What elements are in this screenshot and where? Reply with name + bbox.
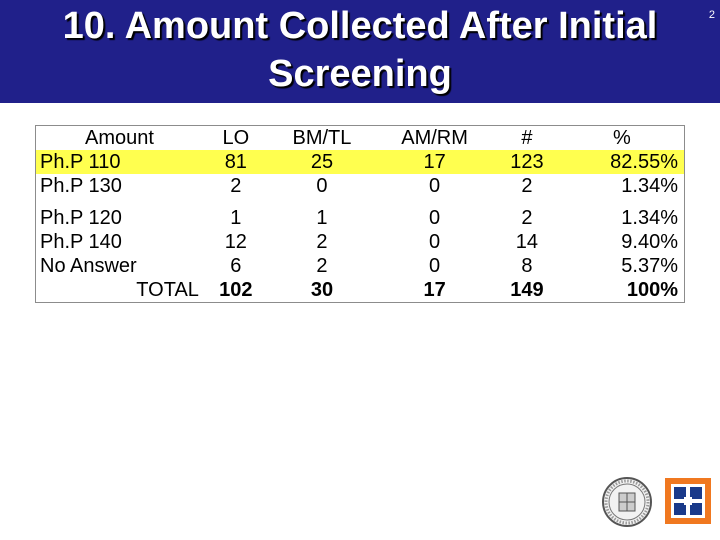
- table-row: No Answer 6 2 0 8 5.37%: [36, 254, 685, 278]
- table-total-row: TOTAL 102 30 17 149 100%: [36, 278, 685, 303]
- organization-logo: [665, 478, 711, 524]
- header-amount: Amount: [84, 127, 154, 149]
- cell-amount: Ph.P 110: [35, 150, 203, 174]
- total-amrm: 17: [423, 279, 446, 301]
- cell-bmtl: 0: [316, 175, 328, 197]
- table-header-row: Amount LO BM/TL AM/RM # %: [36, 126, 685, 151]
- cell-percent: 9.40%: [621, 231, 678, 253]
- cell-bmtl: 1: [316, 207, 328, 229]
- cell-bmtl: 25: [268, 150, 376, 174]
- slide-number: 2: [708, 9, 715, 21]
- total-label: TOTAL: [136, 279, 199, 301]
- cell-lo: 81: [202, 150, 269, 174]
- seal-logo: [602, 477, 652, 527]
- title-bar: [0, 0, 720, 103]
- amount-collected-table: Amount LO BM/TL AM/RM # % Ph.P 110 81 25…: [35, 125, 685, 303]
- header-lo: LO: [222, 127, 250, 149]
- table-row: Ph.P 130 2 0 0 2 1.34%: [36, 174, 685, 198]
- cell-percent: 82.55%: [559, 150, 685, 174]
- cell-amrm: 0: [429, 255, 441, 277]
- total-percent: 100%: [626, 279, 678, 301]
- logos-svg: [602, 477, 711, 527]
- cell-amrm: 0: [429, 207, 441, 229]
- cell-bmtl: 2: [316, 231, 328, 253]
- cell-lo: 6: [230, 255, 242, 277]
- table-row: Ph.P 110 81 25 17 123 82.55%: [35, 150, 685, 174]
- cell-count: 123: [493, 150, 560, 174]
- cell-count: 2: [521, 175, 533, 197]
- total-count: 149: [510, 279, 544, 301]
- header-percent: %: [613, 127, 631, 149]
- cell-lo: 1: [230, 207, 242, 229]
- slide-title-line2: Screening: [268, 53, 452, 95]
- cell-count: 2: [521, 207, 533, 229]
- cell-amrm: 0: [429, 175, 441, 197]
- slide-title-line1: 10. Amount Collected After Initial: [62, 5, 658, 47]
- cell-lo: 12: [224, 231, 247, 253]
- total-lo: 102: [219, 279, 253, 301]
- cell-amrm: 17: [375, 150, 494, 174]
- table-row: Ph.P 140 12 2 0 14 9.40%: [36, 230, 685, 254]
- cell-percent: 5.37%: [621, 255, 678, 277]
- cell-percent: 1.34%: [621, 207, 678, 229]
- cell-amount: Ph.P 120: [40, 207, 122, 229]
- cell-count: 14: [515, 231, 539, 253]
- cell-percent: 1.34%: [621, 175, 678, 197]
- cell-amount: Ph.P 130: [40, 175, 122, 197]
- cell-lo: 2: [230, 175, 242, 197]
- header-bmtl: BM/TL: [292, 127, 352, 149]
- cell-amount: No Answer: [40, 255, 137, 277]
- table-row: Ph.P 120 1 1 0 2 1.34%: [36, 198, 685, 230]
- cell-amrm: 0: [429, 231, 441, 253]
- header-count: #: [521, 127, 533, 149]
- total-bmtl: 30: [310, 279, 334, 301]
- cell-count: 8: [521, 255, 533, 277]
- header-amrm: AM/RM: [401, 127, 468, 149]
- slide-title: 10. Amount Collected After Initial Scree…: [0, 2, 720, 98]
- logo-area: [600, 476, 715, 528]
- cell-amount: Ph.P 140: [40, 231, 122, 253]
- cell-bmtl: 2: [316, 255, 328, 277]
